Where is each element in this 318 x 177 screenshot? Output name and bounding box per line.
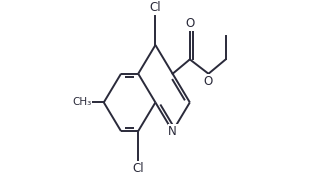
Text: CH₃: CH₃: [72, 97, 91, 107]
Text: O: O: [185, 17, 195, 30]
Text: Cl: Cl: [149, 1, 161, 14]
Text: Cl: Cl: [132, 162, 144, 175]
Text: N: N: [168, 125, 177, 138]
Text: O: O: [204, 75, 213, 88]
